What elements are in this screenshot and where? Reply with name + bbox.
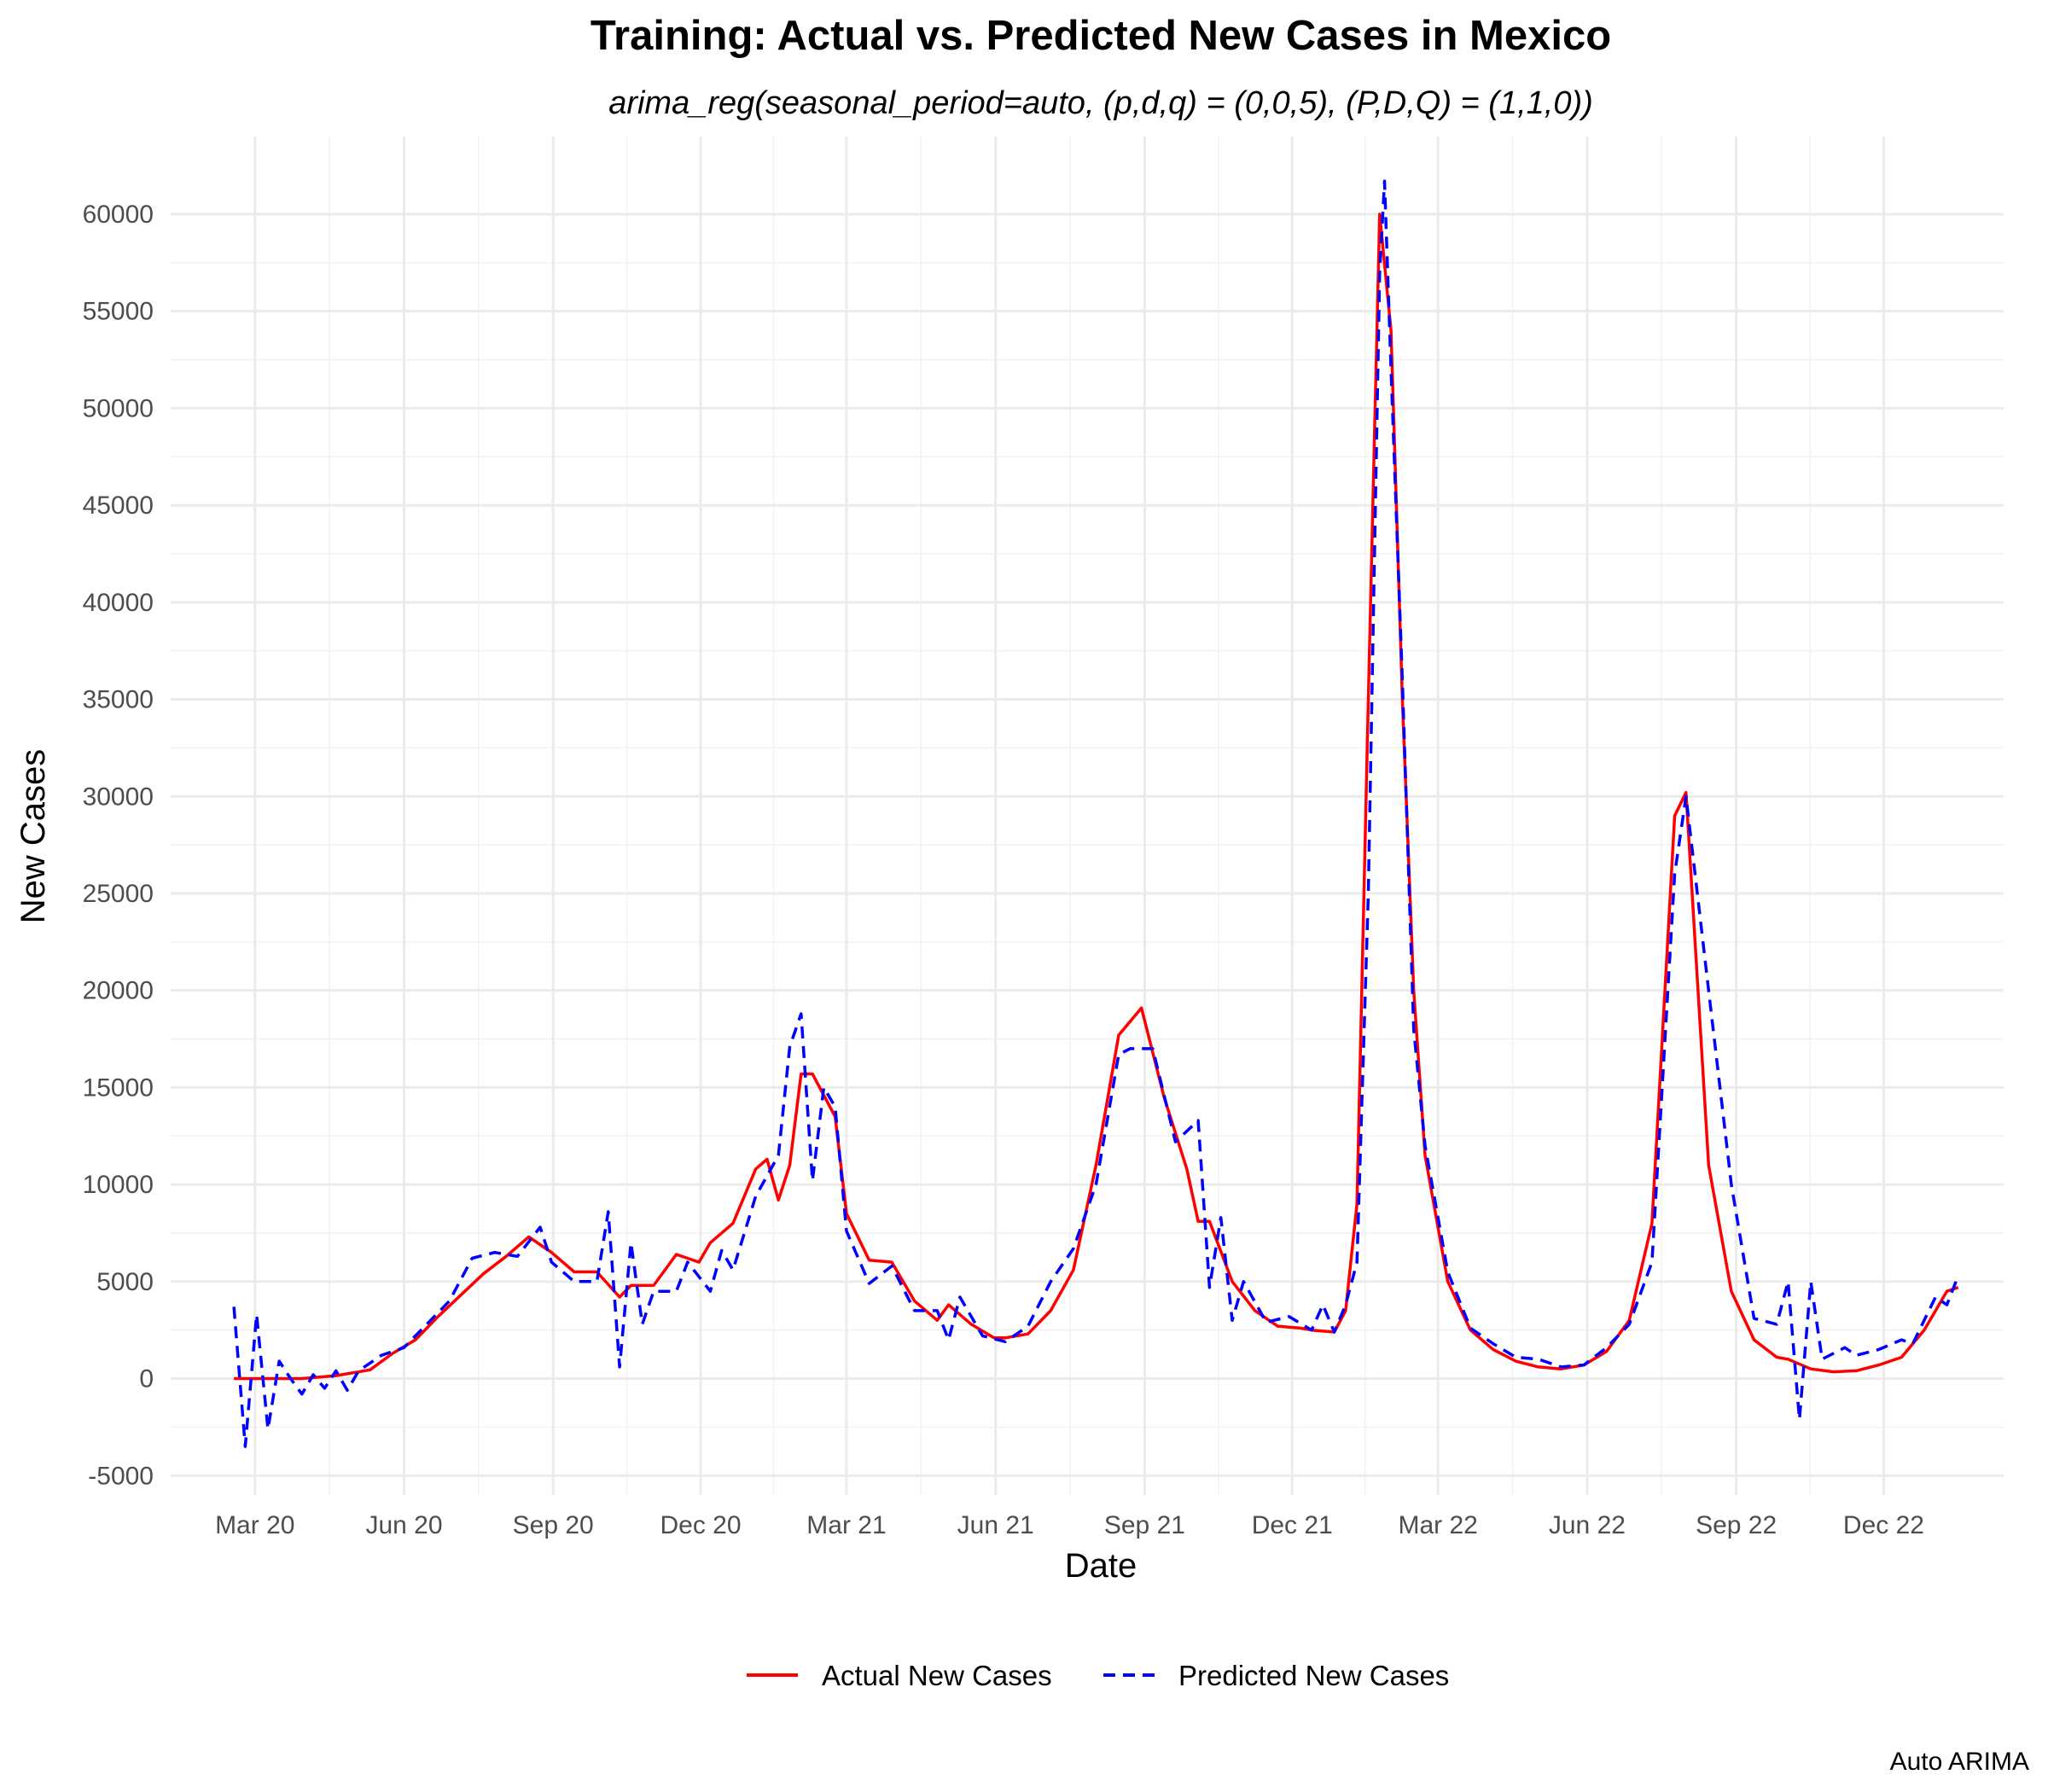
y-tick-label: 60000 [83,201,154,229]
x-tick-label: Dec 21 [1252,1511,1333,1539]
y-tick-label: 15000 [83,1073,154,1102]
legend-label-actual: Actual New Cases [822,1660,1052,1691]
series-line-predicted [232,179,1960,1448]
y-tick-label: 55000 [83,298,154,326]
x-tick-label: Jun 21 [957,1511,1034,1539]
x-axis-title: Date [1065,1547,1137,1585]
series-line-actual [234,212,1959,1381]
chart-caption: Auto ARIMA [1890,1748,2029,1776]
x-tick-label: Mar 22 [1398,1511,1477,1539]
legend-label-predicted: Predicted New Cases [1178,1660,1449,1691]
y-axis-title: New Cases [15,749,52,924]
x-tick-label: Jun 20 [365,1511,442,1539]
y-tick-label: 35000 [83,686,154,714]
y-tick-label: 40000 [83,589,154,617]
y-tick-label: 10000 [83,1171,154,1199]
y-tick-label: 0 [139,1365,154,1393]
x-tick-label: Dec 20 [660,1511,742,1539]
x-tick-label: Sep 20 [513,1511,594,1539]
series-lines [232,179,1960,1448]
gridlines [171,137,2004,1495]
y-tick-label: 20000 [83,977,154,1005]
x-tick-label: Mar 20 [215,1511,294,1539]
y-tick-label: 25000 [83,880,154,908]
x-tick-label: Dec 22 [1843,1511,1924,1539]
x-tick-label: Mar 21 [806,1511,886,1539]
y-axis-ticks: -5000 0 5000 10000 15000 20000 25000 30000 35000… [83,201,154,1490]
y-tick-label: 30000 [83,783,154,811]
x-tick-label: Sep 21 [1104,1511,1185,1539]
y-tick-label: 45000 [83,492,154,520]
x-axis-ticks: Mar 20 Jun 20 Sep 20 Dec 20 Mar 21 Jun 21 Sep … [215,1511,1924,1539]
y-tick-label: 5000 [96,1268,154,1296]
y-tick-label: 50000 [83,394,154,422]
x-tick-label: Jun 22 [1549,1511,1626,1539]
chart-title: Training: Actual vs. Predicted New Cases… [591,13,1611,59]
x-tick-label: Sep 22 [1696,1511,1777,1539]
legend: Actual New Cases Predicted New Cases [747,1660,1449,1691]
y-tick-label: -5000 [88,1462,154,1490]
chart-subtitle: arima_reg(seasonal_period=auto, (p,d,q) … [608,85,1593,121]
